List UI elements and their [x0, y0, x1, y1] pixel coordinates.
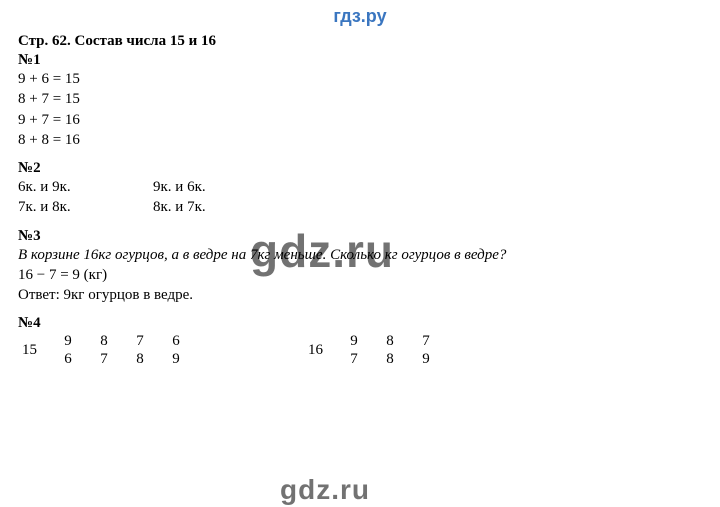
task-4-bot: 9 — [158, 350, 194, 368]
task-3-number: №3 — [18, 228, 702, 245]
task-4-col: 9 6 — [50, 332, 86, 368]
task-4-bot: 8 — [122, 350, 158, 368]
task-4-col: 8 8 — [372, 332, 408, 368]
task-4-col: 7 9 — [408, 332, 444, 368]
task-4-top: 9 — [50, 332, 86, 350]
task-2-number: №2 — [18, 160, 702, 177]
task-4-lead: 15 — [18, 341, 50, 359]
task-4-bot: 7 — [86, 350, 122, 368]
task-4-top: 9 — [336, 332, 372, 350]
watermark-text: gdz.ru — [280, 474, 370, 506]
task-2-cell: 6к. и 9к. — [18, 177, 153, 197]
task-4-col: 6 9 — [158, 332, 194, 368]
task-4-col: 7 8 — [122, 332, 158, 368]
task-4: №4 15 9 6 8 7 7 8 6 9 16 — [18, 315, 702, 368]
task-1-line: 8 + 8 = 16 — [18, 130, 702, 150]
task-3: №3 В корзине 16кг огурцов, а в ведре на … — [18, 228, 702, 306]
task-2-row: 7к. и 8к. 8к. и 7к. — [18, 197, 702, 217]
task-1-line: 8 + 7 = 15 — [18, 89, 702, 109]
task-2-cell: 9к. и 6к. — [153, 177, 303, 197]
task-4-bot: 6 — [50, 350, 86, 368]
task-1: №1 9 + 6 = 15 8 + 7 = 15 9 + 7 = 16 8 + … — [18, 52, 702, 150]
task-4-top: 7 — [408, 332, 444, 350]
task-4-number: №4 — [18, 315, 702, 332]
task-1-line: 9 + 7 = 16 — [18, 110, 702, 130]
task-1-line: 9 + 6 = 15 — [18, 69, 702, 89]
task-2-cell: 8к. и 7к. — [153, 197, 303, 217]
task-4-cols: 9 7 8 8 7 9 — [336, 332, 444, 368]
task-1-number: №1 — [18, 52, 702, 69]
site-logo: гдз.ру — [18, 6, 702, 27]
task-4-top: 7 — [122, 332, 158, 350]
task-3-answer: Ответ: 9кг огурцов в ведре. — [18, 285, 702, 305]
task-4-row: 15 9 6 8 7 7 8 6 9 16 9 7 — [18, 332, 702, 368]
page-title: Стр. 62. Состав числа 15 и 16 — [18, 33, 702, 50]
task-2-row: 6к. и 9к. 9к. и 6к. — [18, 177, 702, 197]
task-4-top: 8 — [372, 332, 408, 350]
task-3-calc: 16 − 7 = 9 (кг) — [18, 265, 702, 285]
task-4-lead: 16 — [304, 341, 336, 359]
task-4-top: 6 — [158, 332, 194, 350]
task-3-problem: В корзине 16кг огурцов, а в ведре на 7кг… — [18, 245, 702, 265]
task-2: №2 6к. и 9к. 9к. и 6к. 7к. и 8к. 8к. и 7… — [18, 160, 702, 218]
task-4-cols: 9 6 8 7 7 8 6 9 — [50, 332, 194, 368]
task-4-col: 8 7 — [86, 332, 122, 368]
task-4-bot: 9 — [408, 350, 444, 368]
task-2-cell: 7к. и 8к. — [18, 197, 153, 217]
task-4-bot: 8 — [372, 350, 408, 368]
task-4-col: 9 7 — [336, 332, 372, 368]
task-4-bot: 7 — [336, 350, 372, 368]
task-4-top: 8 — [86, 332, 122, 350]
